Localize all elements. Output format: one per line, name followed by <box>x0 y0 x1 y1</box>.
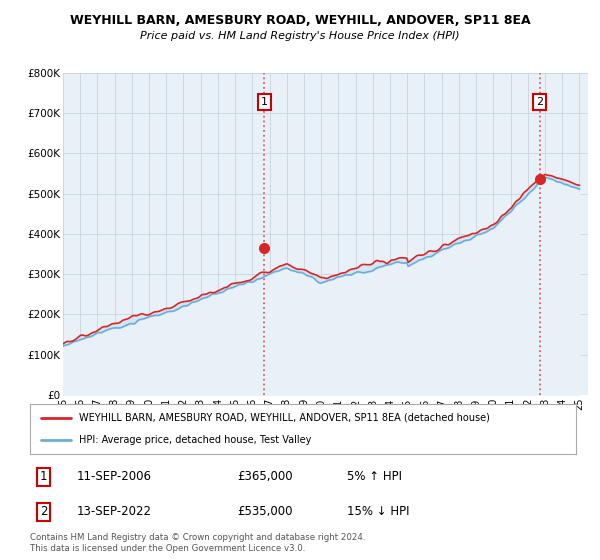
Text: 15% ↓ HPI: 15% ↓ HPI <box>347 505 409 518</box>
Text: £365,000: £365,000 <box>238 470 293 483</box>
Text: 5% ↑ HPI: 5% ↑ HPI <box>347 470 401 483</box>
Text: WEYHILL BARN, AMESBURY ROAD, WEYHILL, ANDOVER, SP11 8EA: WEYHILL BARN, AMESBURY ROAD, WEYHILL, AN… <box>70 14 530 27</box>
Text: 13-SEP-2022: 13-SEP-2022 <box>76 505 151 518</box>
Text: 1: 1 <box>40 470 47 483</box>
Text: Contains HM Land Registry data © Crown copyright and database right 2024.
This d: Contains HM Land Registry data © Crown c… <box>30 533 365 553</box>
Text: HPI: Average price, detached house, Test Valley: HPI: Average price, detached house, Test… <box>79 435 311 445</box>
Text: 1: 1 <box>261 97 268 107</box>
Text: 2: 2 <box>536 97 544 107</box>
Text: 11-SEP-2006: 11-SEP-2006 <box>76 470 151 483</box>
Text: 2: 2 <box>40 505 47 518</box>
Text: £535,000: £535,000 <box>238 505 293 518</box>
Text: Price paid vs. HM Land Registry's House Price Index (HPI): Price paid vs. HM Land Registry's House … <box>140 31 460 41</box>
Text: WEYHILL BARN, AMESBURY ROAD, WEYHILL, ANDOVER, SP11 8EA (detached house): WEYHILL BARN, AMESBURY ROAD, WEYHILL, AN… <box>79 413 490 423</box>
